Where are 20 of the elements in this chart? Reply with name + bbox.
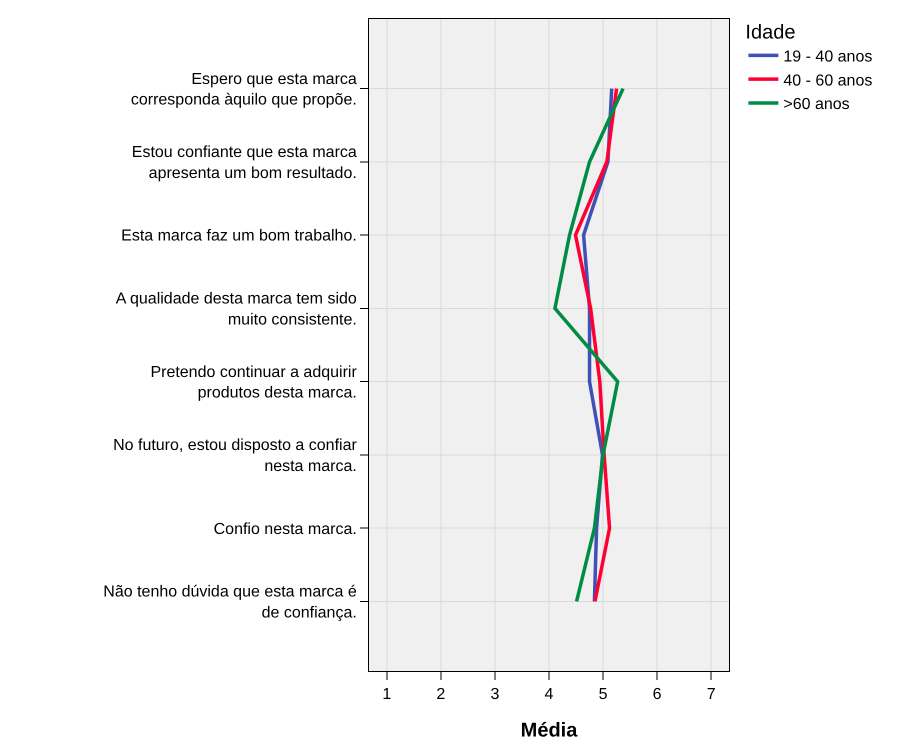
y-tick-label: No futuro, estou disposto a confiar nesta marca.: [113, 437, 358, 475]
x-tick-label: 2: [436, 686, 446, 704]
legend-title: Idade: [745, 21, 796, 44]
x-tick-label: 7: [706, 686, 716, 704]
x-tick-label: 3: [490, 686, 500, 704]
legend-label: >60 anos: [783, 96, 850, 114]
x-tick-label: 5: [598, 686, 608, 704]
x-tick-label: 6: [652, 686, 662, 704]
x-axis-title: Média: [520, 720, 578, 742]
y-tick-label: Espero que esta marca corresponda àquilo que propõe.: [130, 70, 357, 109]
legend-label: 40 - 60 anos: [783, 72, 872, 90]
y-tick-label: Pretendo continuar a adquirir produtos desta marca.: [150, 364, 358, 402]
legend-label: 19 - 40 anos: [783, 48, 872, 66]
y-tick-label: Esta marca faz um bom trabalho.: [121, 228, 357, 245]
y-tick-label: Não tenho dúvida que esta marca é de confiança.: [103, 584, 357, 622]
y-tick-label: Estou confiante que esta marca apresenta um bom resultado.: [132, 144, 357, 182]
x-tick-label: 4: [544, 686, 554, 704]
y-tick-label: A qualidade desta marca tem sido muito consistente.: [116, 290, 357, 328]
y-tick-label: Confio nesta marca.: [214, 520, 357, 538]
x-tick-label: 1: [382, 686, 392, 704]
